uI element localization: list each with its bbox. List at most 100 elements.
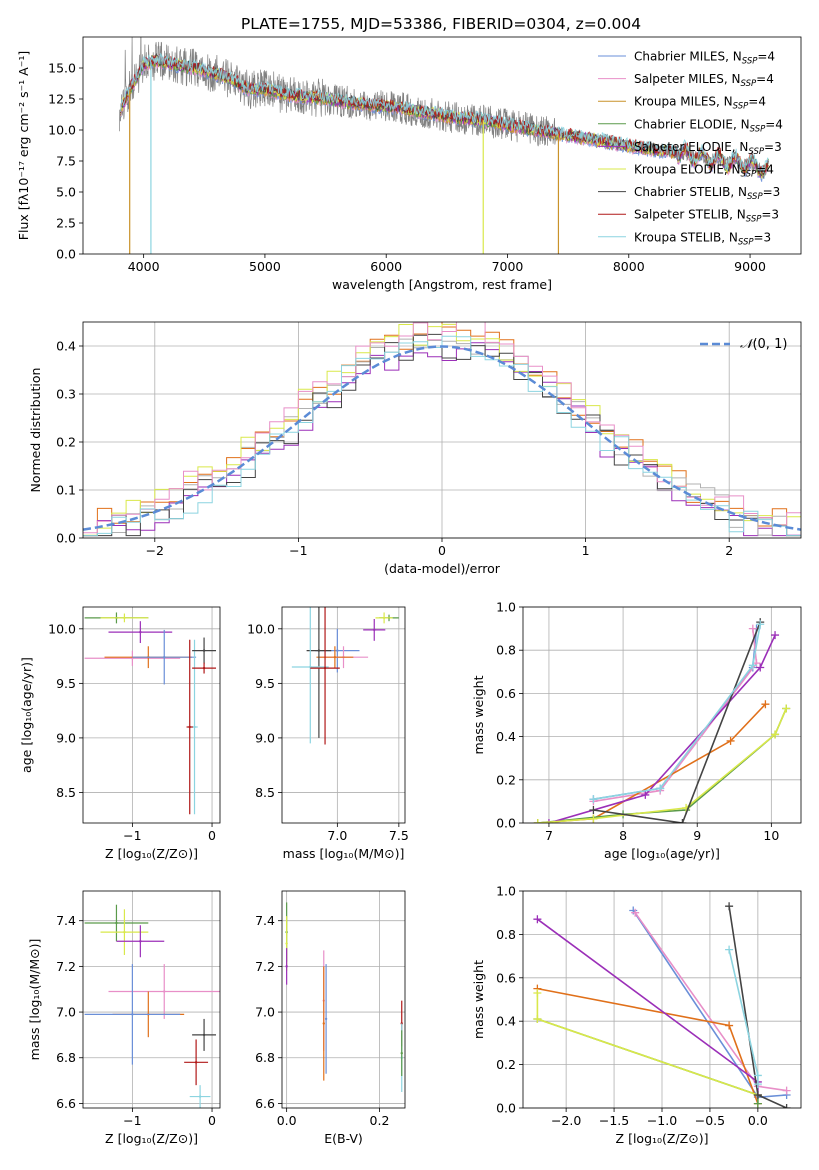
legend-entry: Chabrier STELIB, NSSP=3 [634, 185, 780, 202]
histogram-step-line [83, 322, 801, 534]
x-tick-label: 0 [438, 543, 446, 558]
x-tick-label: 1 [582, 543, 590, 558]
data-point [202, 666, 206, 670]
data-marker [656, 784, 665, 793]
plot-area [84, 904, 220, 1108]
y-axis-label: age [log₁₀(age/yr)] [19, 657, 34, 773]
data-marker [782, 1104, 791, 1108]
data-marker [678, 819, 687, 823]
axes-frame [82, 36, 802, 255]
y-tick-label: 0.0 [56, 531, 76, 546]
y-tick-label: 12.5 [48, 92, 76, 107]
y-tick-label: 10.0 [247, 621, 275, 636]
spectrum-panel: 4000 5000 6000 7000 8000 9000 0.0 2.5 5.0 7.5 10.0… [16, 36, 802, 292]
histogram-step-line [83, 322, 801, 537]
x-axis-label: age [log₁₀(age/yr)] [604, 846, 720, 861]
mass-weight-line [537, 708, 787, 823]
y-tick-label: 0.8 [496, 927, 516, 942]
y-tick-label: 1.0 [496, 884, 516, 899]
legend: Chabrier MILES, NSSP=4 Salpeter MILES, NS… [598, 50, 783, 247]
y-tick-label: 6.6 [56, 1096, 76, 1111]
plot-area [119, 37, 769, 254]
data-point [188, 725, 191, 729]
plot-area [291, 607, 399, 745]
x-axis-label: Z [log₁₀(Z/Z⊙)] [105, 1131, 198, 1146]
x-tick-label: −1 [123, 1113, 141, 1128]
mass-weight-line [537, 703, 766, 823]
y-tick-label: 2.5 [56, 216, 76, 231]
mass-weight-line [536, 918, 759, 1095]
data-point [336, 649, 339, 652]
model-spectrum-line [120, 52, 769, 174]
plot-area [285, 902, 403, 1093]
residual-histogram-panel: −2 −1 0 1 2 0.0 0.1 0.2 0.3 0.4 (data-model)/error… [28, 321, 802, 576]
data-marker [782, 704, 791, 713]
legend-entry: Salpeter STELIB, NSSP=3 [634, 208, 779, 225]
axes-frame [281, 890, 406, 1109]
legend-entry: Chabrier MILES, NSSP=4 [634, 50, 775, 67]
mass-weight-line [593, 624, 761, 800]
age-vs-metallicity-panel: −1 0 8.5 9.0 9.5 10.0 Z [log₁₀(Z/Z⊙)] age [log₁… [19, 606, 221, 861]
axes-frame [82, 890, 221, 1109]
y-tick-label: 0.2 [56, 435, 76, 450]
data-point [202, 649, 206, 652]
y-tick-label: 0.0 [56, 247, 76, 262]
normal-distribution-curve [83, 345, 801, 531]
y-tick-label: 0.2 [496, 772, 516, 787]
y-tick-label: 0.4 [56, 339, 76, 354]
histogram-step-line [83, 342, 801, 537]
x-axis-label: Z [log₁₀(Z/Z⊙)] [105, 846, 198, 861]
x-tick-label: −1 [123, 828, 141, 843]
data-point [123, 930, 126, 934]
data-point [323, 666, 327, 670]
y-tick-label: 9.5 [56, 676, 76, 691]
x-tick-label: 7.5 [389, 828, 409, 843]
data-marker [761, 700, 770, 709]
data-point [382, 616, 386, 620]
legend: 𝒩(0, 1) [700, 337, 787, 352]
data-point [400, 1051, 403, 1055]
y-axis-label: mass weight [471, 960, 486, 1039]
x-axis-label: E(B-V) [324, 1131, 363, 1146]
mass-weight-line [537, 987, 759, 1104]
y-tick-label: 7.4 [56, 913, 76, 928]
x-tick-label: −1 [289, 543, 307, 558]
axes-frame [522, 890, 802, 1109]
y-tick-label: 0.2 [496, 1057, 516, 1072]
y-axis-label: mass weight [471, 675, 486, 754]
data-marker [782, 1086, 791, 1095]
axes-frame [281, 606, 406, 824]
y-tick-label: 7.5 [56, 154, 76, 169]
data-marker [725, 902, 734, 911]
x-tick-label: −1.0 [647, 1113, 677, 1128]
mass-weight-line [593, 621, 761, 823]
data-marker [725, 1021, 734, 1030]
mass-weight-vs-metallicity-panel: −2.0 −1.5 −1.0 −0.5 0.0 0.0 0.2 0.4 0.6 0.8 1.0 Z [… [471, 884, 802, 1146]
x-tick-label: 7.0 [327, 828, 347, 843]
data-marker [725, 945, 734, 954]
axes-frame [82, 606, 221, 824]
legend-entry: Kroupa ELODIE, NSSP=4 [634, 163, 774, 180]
x-tick-label: 0.0 [277, 1113, 297, 1128]
data-point [324, 1017, 328, 1021]
data-point [333, 655, 337, 659]
x-tick-label: −0.5 [695, 1113, 725, 1128]
y-tick-label: 9.0 [56, 730, 76, 745]
data-marker [533, 915, 542, 924]
mass-weight-line [593, 628, 758, 800]
x-tick-label: −2 [146, 543, 164, 558]
data-point [285, 965, 288, 968]
x-tick-label: 9000 [734, 259, 766, 274]
x-tick-label: 7 [545, 828, 553, 843]
data-marker [756, 663, 765, 672]
x-tick-label: 0 [208, 1113, 216, 1128]
y-tick-label: 6.8 [255, 1050, 275, 1065]
axes-frame [82, 321, 802, 539]
y-axis-label: Flux [fλ10⁻¹⁷ erg cm⁻² s⁻¹ A⁻¹] [16, 51, 31, 240]
x-tick-label: 9 [693, 828, 701, 843]
data-marker [753, 1071, 762, 1080]
x-tick-label: 0 [208, 828, 216, 843]
plot-area [84, 612, 217, 815]
data-marker [748, 661, 757, 670]
